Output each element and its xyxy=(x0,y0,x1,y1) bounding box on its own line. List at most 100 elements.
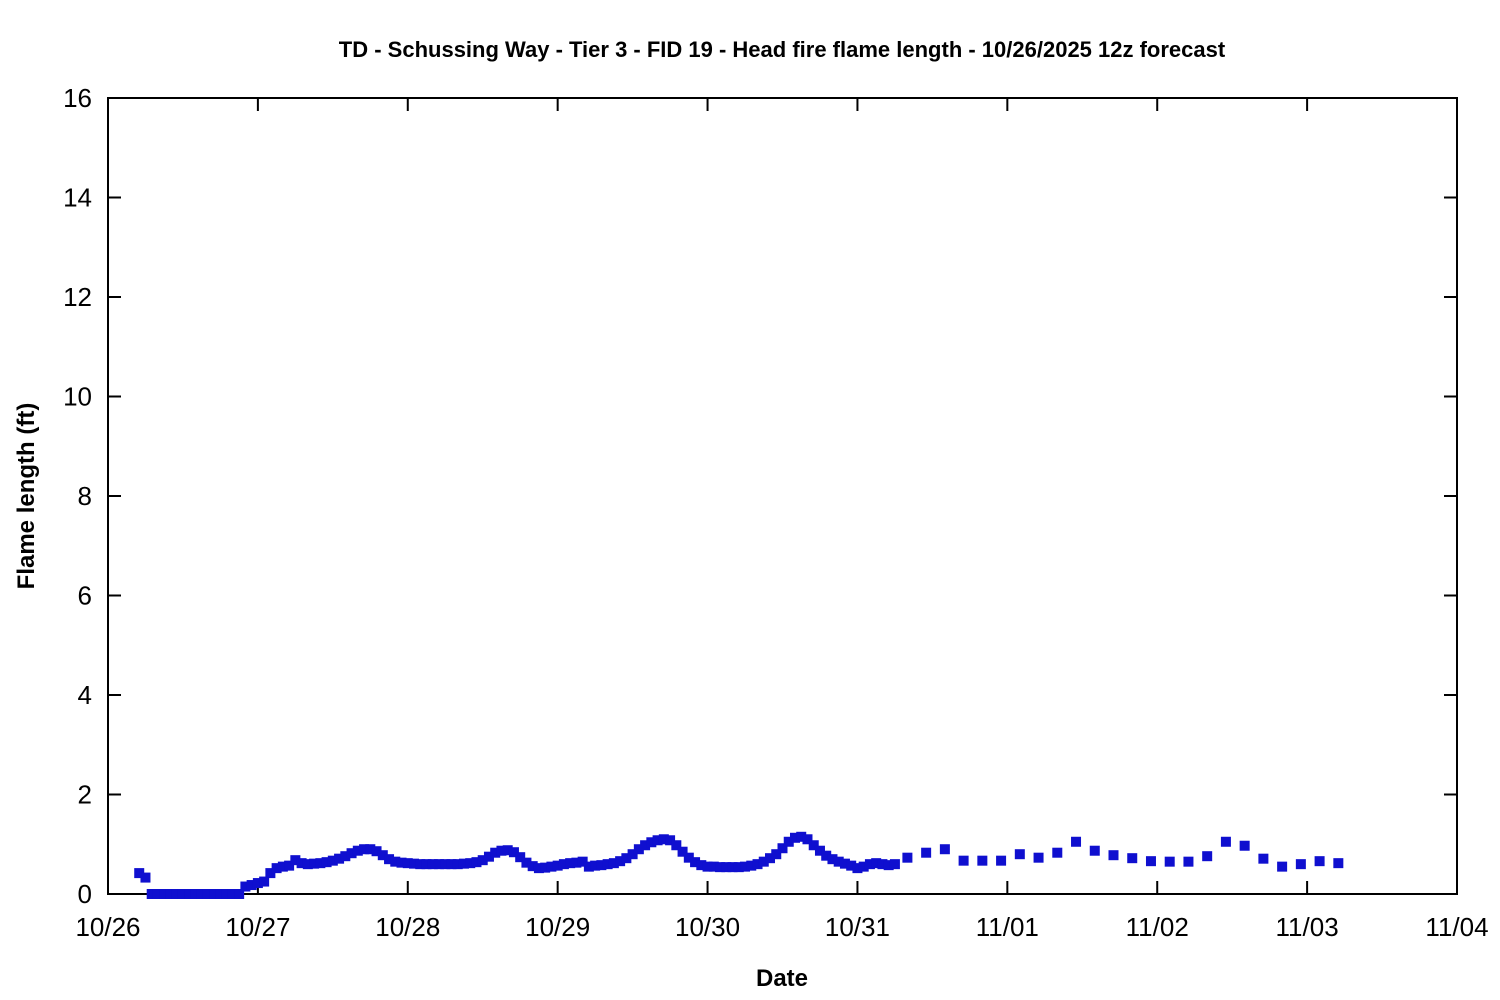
data-point xyxy=(227,889,238,899)
data-point xyxy=(615,856,626,867)
y-tick-label: 2 xyxy=(78,780,92,810)
data-point xyxy=(1220,836,1231,847)
y-tick-label: 16 xyxy=(63,83,92,113)
axis-ticks xyxy=(107,97,1458,895)
x-tick-label: 10/28 xyxy=(375,912,440,942)
data-point xyxy=(259,876,270,887)
data-point xyxy=(1145,856,1156,867)
data-point xyxy=(446,859,457,870)
data-point xyxy=(165,889,176,899)
data-point xyxy=(796,831,807,842)
data-point xyxy=(1108,850,1119,861)
data-point xyxy=(583,861,594,872)
data-point xyxy=(733,862,744,873)
data-point xyxy=(827,854,838,865)
data-point xyxy=(371,846,382,857)
data-point xyxy=(277,861,288,872)
data-point xyxy=(409,858,420,869)
data-point xyxy=(171,889,182,899)
data-point xyxy=(352,845,363,856)
data-point xyxy=(571,857,582,868)
data-point xyxy=(421,859,432,870)
data-point xyxy=(1164,856,1175,867)
data-point xyxy=(527,861,538,872)
y-tick-label: 6 xyxy=(78,581,92,611)
data-point xyxy=(452,859,463,870)
data-point xyxy=(246,880,257,891)
data-point xyxy=(621,853,632,864)
data-point xyxy=(789,832,800,843)
data-point xyxy=(340,851,351,862)
data-point xyxy=(152,889,163,899)
y-tick-labels: 0 2 4 6 8 10 12 14 16 xyxy=(63,83,92,909)
data-point xyxy=(727,862,738,873)
x-tick-label: 10/30 xyxy=(675,912,740,942)
data-point xyxy=(821,850,832,861)
data-point xyxy=(1277,861,1288,872)
data-point xyxy=(296,858,307,869)
data-point xyxy=(177,889,188,899)
data-point xyxy=(777,843,788,854)
data-point xyxy=(708,861,719,872)
data-point xyxy=(321,857,332,868)
data-point xyxy=(302,859,313,870)
data-point xyxy=(396,857,407,868)
data-point xyxy=(1258,853,1269,864)
data-point xyxy=(440,859,451,870)
data-point xyxy=(1014,849,1025,860)
data-point xyxy=(390,856,401,867)
data-point xyxy=(346,848,357,859)
data-point xyxy=(577,856,588,867)
data-point xyxy=(159,889,170,899)
data-point xyxy=(190,889,201,899)
data-point xyxy=(939,844,950,855)
data-point xyxy=(677,846,688,857)
y-tick-label: 14 xyxy=(63,183,92,213)
x-tick-label: 11/04 xyxy=(1425,912,1488,942)
x-tick-label: 11/01 xyxy=(976,912,1039,942)
data-point xyxy=(146,889,157,899)
data-point xyxy=(196,889,207,899)
data-point xyxy=(434,859,445,870)
data-point xyxy=(627,849,638,860)
data-point xyxy=(359,844,370,855)
y-axis-label: Flame length (ft) xyxy=(13,403,40,590)
data-point xyxy=(852,863,863,874)
y-tick-label: 8 xyxy=(78,481,92,511)
data-point xyxy=(546,861,557,872)
data-point xyxy=(671,840,682,851)
y-tick-label: 0 xyxy=(78,879,92,909)
data-point xyxy=(715,862,726,873)
data-point xyxy=(184,889,195,899)
data-point xyxy=(252,878,263,889)
data-point xyxy=(846,860,857,871)
data-point xyxy=(683,852,694,863)
data-point xyxy=(758,856,769,867)
data-point xyxy=(640,840,651,851)
data-point xyxy=(1033,852,1044,863)
data-point xyxy=(309,858,320,869)
data-point xyxy=(502,845,513,856)
data-point xyxy=(202,889,213,899)
data-point xyxy=(883,860,894,871)
data-point xyxy=(1333,858,1344,869)
data-point xyxy=(458,858,469,869)
data-point xyxy=(808,840,819,851)
data-point xyxy=(540,862,551,873)
data-point xyxy=(415,859,426,870)
data-point xyxy=(833,856,844,867)
data-point xyxy=(271,863,282,874)
data-point xyxy=(783,836,794,847)
x-tick-labels: 10/26 10/27 10/28 10/29 10/30 10/31 11/01 11/02… xyxy=(75,912,1488,942)
data-point xyxy=(665,835,676,846)
data-point xyxy=(889,859,900,870)
data-point xyxy=(533,863,544,874)
data-point xyxy=(1295,859,1306,870)
data-point xyxy=(508,847,519,858)
data-point xyxy=(977,855,988,866)
data-point xyxy=(365,844,376,855)
data-point xyxy=(134,868,145,879)
data-point xyxy=(752,859,763,870)
data-point xyxy=(140,872,151,883)
y-tick-label: 10 xyxy=(63,382,92,412)
